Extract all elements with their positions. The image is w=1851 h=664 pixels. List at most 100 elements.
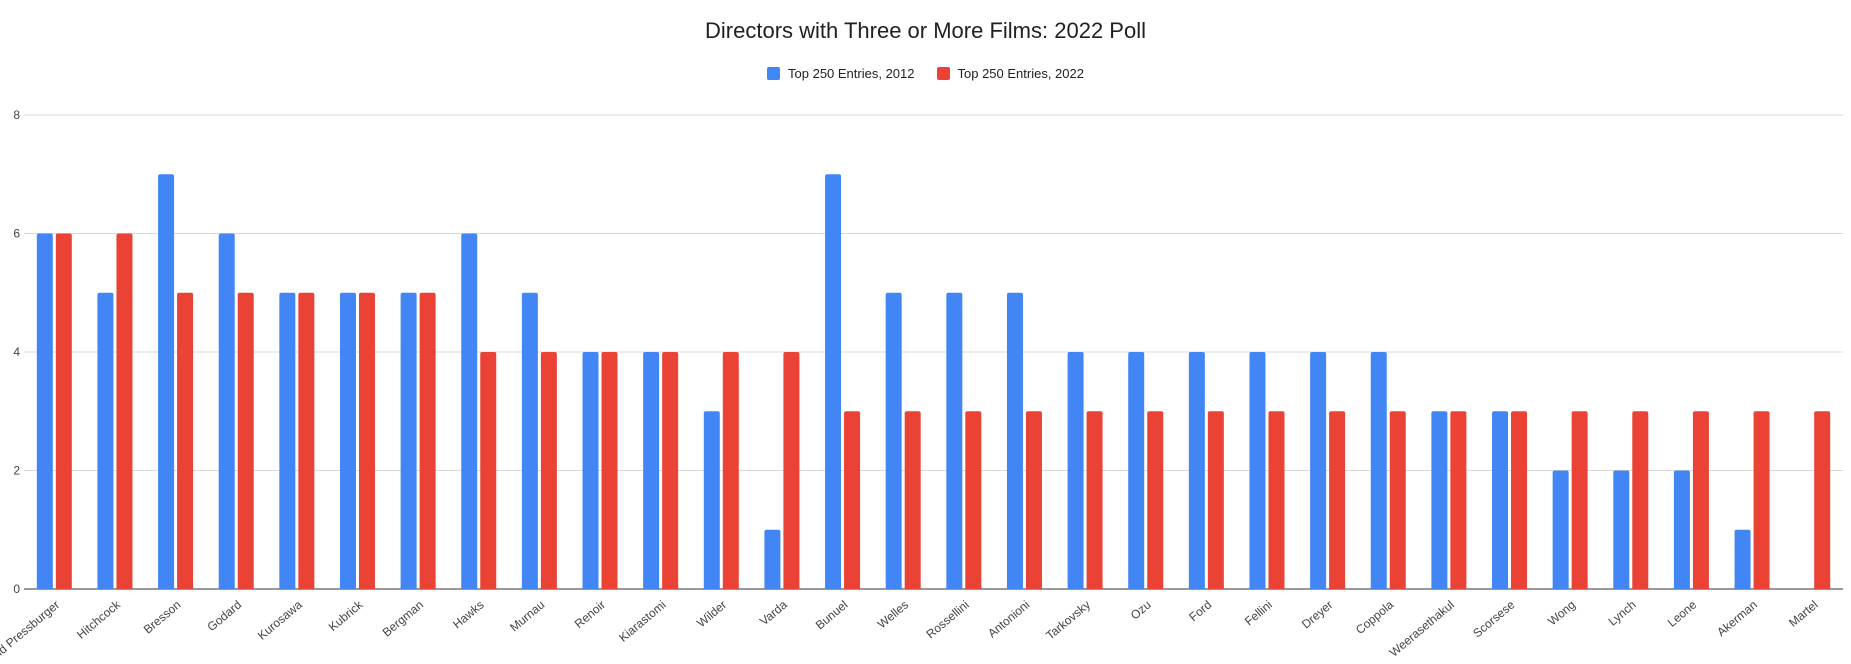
bar-2012 — [582, 352, 599, 589]
x-tick-label: Akerman — [1714, 598, 1760, 640]
bar-2022 — [844, 411, 861, 589]
x-tick-label: Ford — [1186, 598, 1214, 625]
x-tick-label: Wong — [1545, 598, 1578, 629]
bar-2022 — [1025, 411, 1042, 589]
bar-2022 — [1632, 411, 1649, 589]
bar-2022 — [1692, 411, 1709, 589]
bar-2022 — [1207, 411, 1224, 589]
x-tick-label: Ozu — [1128, 598, 1154, 623]
x-tick-label: Bresson — [141, 598, 184, 637]
bar-2022 — [116, 233, 133, 589]
x-tick-label: Antonioni — [985, 598, 1032, 641]
bar-2022 — [722, 352, 739, 589]
bar-2022 — [480, 352, 497, 589]
bar-2022 — [1329, 411, 1346, 589]
y-tick-label: 8 — [13, 108, 20, 122]
bar-2012 — [825, 174, 842, 589]
legend-swatch-2012 — [767, 67, 781, 80]
x-tick-label: Kubrick — [326, 597, 366, 634]
bar-2022 — [55, 233, 72, 589]
x-tick-label: Bergman — [380, 598, 426, 640]
bar-2012 — [1492, 411, 1509, 589]
bar-2012 — [1734, 529, 1751, 589]
x-tick-label: Lynch — [1606, 598, 1639, 629]
bar-2012 — [521, 292, 538, 589]
x-tick-label: Rossellini — [923, 598, 971, 642]
chart-title: Directors with Three or More Films: 2022… — [705, 18, 1146, 43]
bar-2012 — [339, 292, 356, 589]
bar-2012 — [1067, 352, 1084, 589]
bar-2022 — [1147, 411, 1164, 589]
bar-2022 — [419, 292, 436, 589]
bar-2012 — [764, 529, 781, 589]
y-tick-label: 6 — [13, 227, 20, 241]
x-tick-label: Coppola — [1353, 597, 1396, 637]
x-tick-label: Renoir — [572, 598, 608, 631]
bar-2022 — [1389, 411, 1406, 589]
legend-label-2022: Top 250 Entries, 2022 — [957, 66, 1084, 81]
bar-2012 — [461, 233, 478, 589]
x-tick-label: Kurosawa — [255, 597, 305, 642]
x-tick-label: Weerasethakul — [1387, 598, 1457, 660]
bar-2012 — [643, 352, 660, 589]
x-tick-label: Powell and Pressburger — [0, 598, 62, 664]
bar-2012 — [218, 233, 235, 589]
bar-2012 — [1249, 352, 1266, 589]
bar-2022 — [783, 352, 800, 589]
bar-2012 — [1613, 470, 1630, 589]
bar-2012 — [158, 174, 175, 589]
bar-2012 — [1552, 470, 1569, 589]
bar-2022 — [1814, 411, 1831, 589]
bar-2012 — [885, 292, 902, 589]
x-tick-label: Hitchcock — [74, 597, 124, 642]
bar-2022 — [358, 292, 375, 589]
bar-2012 — [1188, 352, 1205, 589]
x-tick-label: Tarkovsky — [1043, 598, 1093, 643]
bar-2022 — [177, 292, 194, 589]
bar-2022 — [298, 292, 315, 589]
bar-2022 — [1511, 411, 1528, 589]
x-tick-label: Dreyer — [1299, 598, 1336, 632]
bar-2022 — [1753, 411, 1770, 589]
x-tick-label: Leone — [1665, 597, 1700, 629]
x-tick-label: Fellini — [1242, 598, 1275, 629]
bar-2012 — [97, 292, 114, 589]
bar-2012 — [703, 411, 720, 589]
y-tick-label: 4 — [13, 345, 20, 359]
bar-2022 — [1450, 411, 1467, 589]
legend-swatch-2022 — [936, 67, 950, 80]
bar-2012 — [1128, 352, 1145, 589]
bar-2022 — [1571, 411, 1588, 589]
y-tick-label: 2 — [13, 464, 20, 478]
bar-2012 — [400, 292, 417, 589]
x-tick-label: Hawks — [450, 598, 487, 632]
bar-2012 — [36, 233, 53, 589]
bar-2022 — [540, 352, 557, 589]
bar-2012 — [1673, 470, 1690, 589]
x-tick-label: Wilder — [694, 598, 729, 631]
bar-2022 — [965, 411, 982, 589]
bar-2022 — [904, 411, 921, 589]
bar-2022 — [601, 352, 618, 589]
legend-item-2022: Top 250 Entries, 2022 — [936, 66, 1084, 81]
bar-2022 — [1268, 411, 1285, 589]
bar-2012 — [1006, 292, 1023, 589]
bar-2012 — [1370, 352, 1387, 589]
x-tick-label: Godard — [204, 598, 244, 634]
legend-label-2012: Top 250 Entries, 2012 — [788, 66, 915, 81]
bar-2012 — [279, 292, 296, 589]
x-tick-label: Kiarastomi — [616, 598, 668, 645]
bar-2022 — [662, 352, 679, 589]
x-tick-label: Welles — [875, 598, 911, 632]
x-tick-label: Scorsese — [1470, 597, 1518, 640]
bar-2012 — [946, 292, 963, 589]
y-tick-label: 0 — [13, 582, 20, 596]
chart-legend: Top 250 Entries, 2012 Top 250 Entries, 2… — [0, 66, 1851, 81]
bar-2012 — [1310, 352, 1327, 589]
x-tick-label: Murnau — [507, 598, 547, 635]
x-tick-label: Varda — [757, 597, 790, 628]
bar-2022 — [1086, 411, 1103, 589]
bar-2012 — [1431, 411, 1448, 589]
bar-2022 — [237, 292, 254, 589]
